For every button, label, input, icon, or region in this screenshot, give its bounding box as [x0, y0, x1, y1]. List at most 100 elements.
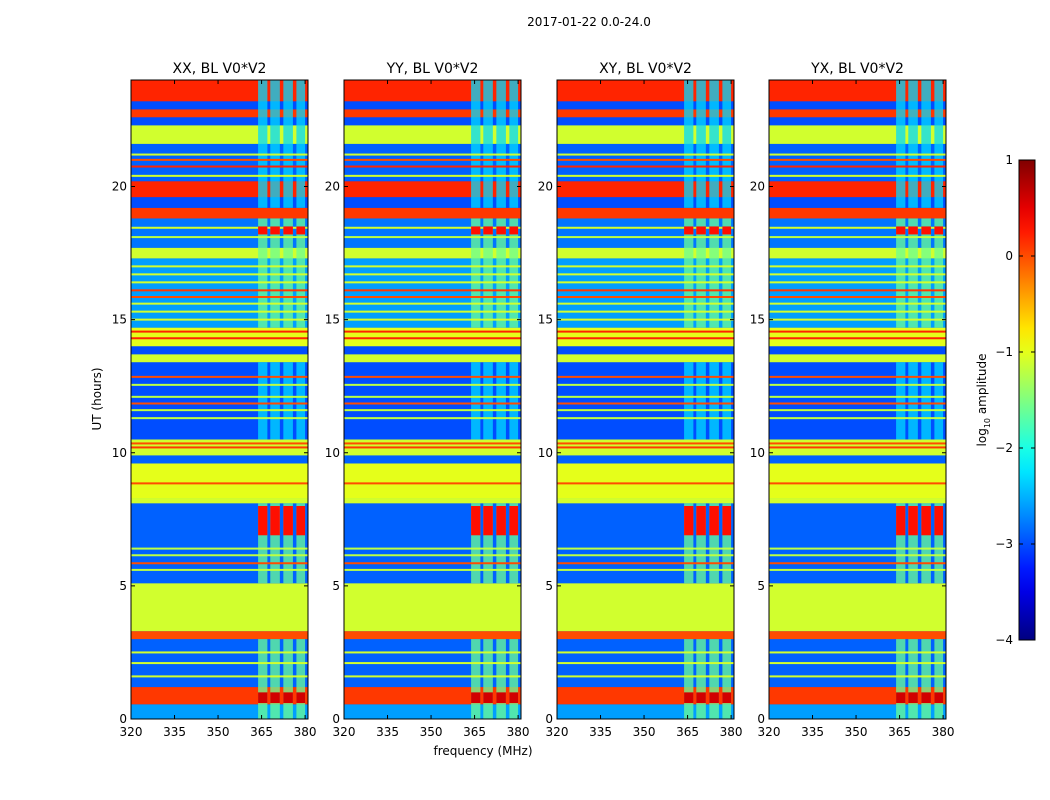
heatmap-line: [557, 375, 734, 378]
heatmap-line: [344, 174, 521, 177]
rfi-hot-spot: [908, 692, 918, 704]
rfi-column: [270, 503, 280, 584]
y-tick-label: 0: [545, 712, 553, 726]
rfi-hot-spot: [908, 226, 918, 235]
rfi-column: [509, 639, 519, 719]
heatmap-line: [131, 318, 308, 321]
y-tick-label: 20: [750, 180, 765, 194]
heatmap-line: [131, 236, 308, 239]
heatmap-band: [131, 498, 308, 504]
heatmap-band: [344, 503, 521, 584]
rfi-column: [483, 639, 493, 719]
x-tick-label: 335: [801, 725, 824, 739]
rfi-column: [296, 503, 306, 584]
heatmap-line: [344, 402, 521, 405]
rfi-column: [921, 218, 931, 328]
heatmap-line: [769, 662, 946, 665]
heatmap-line: [344, 318, 521, 321]
rfi-column: [296, 362, 306, 440]
rfi-column: [934, 503, 944, 584]
x-tick-label: 380: [507, 725, 530, 739]
heatmap-line: [131, 281, 308, 284]
heatmap-band: [131, 109, 308, 118]
rfi-hot-spot: [283, 506, 293, 536]
y-tick-label: 15: [750, 313, 765, 327]
rfi-hot-spot: [934, 226, 944, 235]
heatmap-band: [769, 631, 946, 640]
y-tick-label: 20: [325, 180, 340, 194]
heatmap-line: [131, 568, 308, 571]
heatmap-band: [344, 181, 521, 198]
y-tick-label: 15: [112, 313, 127, 327]
heatmap-band: [131, 687, 308, 705]
x-tick-label: 350: [845, 725, 868, 739]
heatmap-line: [344, 568, 521, 571]
heatmap-line: [344, 675, 521, 678]
rfi-hot-spot: [696, 226, 706, 235]
colorbar: 1 0 −1 −2 −3 −4 log10 amplitude: [975, 153, 1036, 647]
heatmap-line: [131, 562, 308, 565]
panel-frame: [343, 79, 522, 720]
rfi-column: [270, 80, 280, 208]
heatmap-band: [344, 101, 521, 110]
heatmap-band: [344, 258, 521, 328]
heatmap-band: [344, 631, 521, 640]
heatmap-line: [131, 174, 308, 177]
heatmap-band: [131, 455, 308, 464]
rfi-hot-spot: [934, 506, 944, 536]
rfi-hot-spot: [921, 506, 931, 536]
rfi-hot-spot: [696, 692, 706, 704]
rfi-column: [684, 80, 694, 208]
x-axis-label: frequency (MHz): [433, 744, 532, 758]
heatmap-line: [344, 236, 521, 239]
rfi-hot-spot: [908, 506, 918, 536]
x-tick-label: 365: [463, 725, 486, 739]
heatmap-band: [557, 181, 734, 198]
heatmap-line: [557, 165, 734, 168]
panel-title-xy: XY, BL V0*V2: [599, 61, 692, 77]
heatmap-line: [131, 375, 308, 378]
heatmap-band: [557, 503, 734, 584]
rfi-hot-spot: [921, 692, 931, 704]
x-tick-label: 365: [250, 725, 273, 739]
rfi-hot-spot: [296, 226, 306, 235]
heatmap-band: [131, 258, 308, 328]
heatmap-band: [557, 101, 734, 110]
rfi-column: [258, 218, 268, 328]
heatmap-line: [769, 409, 946, 412]
heatmap-line: [344, 158, 521, 161]
heatmap-band: [557, 258, 734, 328]
x-tick-label: 365: [888, 725, 911, 739]
rfi-column: [921, 639, 931, 719]
heatmap-band: [769, 503, 946, 584]
heatmap-line: [557, 289, 734, 292]
rfi-column: [709, 362, 719, 440]
heatmap-band: [131, 218, 308, 248]
heatmap-band: [344, 197, 521, 208]
heatmap-line: [557, 310, 734, 313]
heatmap-line: [769, 568, 946, 571]
rfi-column: [722, 218, 732, 328]
x-tick-label: 335: [163, 725, 186, 739]
heatmap-band: [769, 181, 946, 198]
x-tick-label: 320: [758, 725, 781, 739]
heatmap-line: [557, 568, 734, 571]
heatmap-line: [131, 158, 308, 161]
rfi-hot-spot: [709, 226, 719, 235]
heatmap-line: [557, 265, 734, 268]
rfi-column: [722, 362, 732, 440]
heatmap-band: [557, 218, 734, 248]
heatmap-line: [557, 302, 734, 305]
heatmap-line: [557, 402, 734, 405]
heatmap-line: [769, 174, 946, 177]
x-tick-label: 350: [420, 725, 443, 739]
heatmap-band: [769, 354, 946, 363]
heatmap-band: [131, 80, 308, 102]
panel-frame: [130, 79, 309, 720]
rfi-column: [483, 503, 493, 584]
rfi-column: [696, 80, 706, 208]
heatmap-band: [557, 207, 734, 219]
heatmap-line: [557, 330, 734, 333]
rfi-column: [722, 639, 732, 719]
heatmap-line: [344, 295, 521, 298]
